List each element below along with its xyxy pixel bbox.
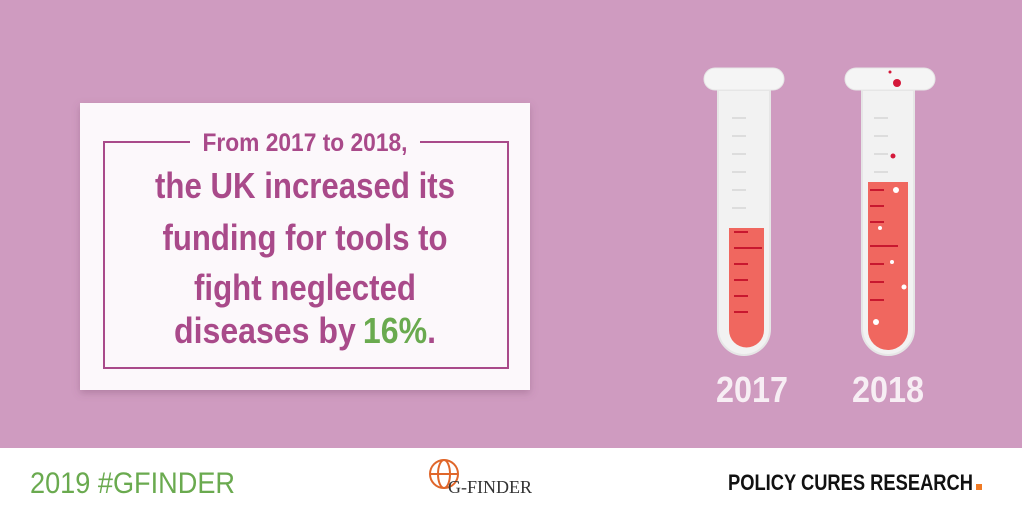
card-lead: From 2017 to 2018, bbox=[203, 129, 408, 157]
tube bbox=[703, 67, 785, 356]
card-line: fight neglected bbox=[194, 267, 416, 308]
brand-dot bbox=[976, 484, 982, 490]
card-line-text: diseases by bbox=[174, 310, 356, 351]
card-border bbox=[103, 141, 509, 369]
logo-globe bbox=[429, 459, 459, 489]
tube bbox=[844, 67, 936, 356]
brand: POLICY CURES RESEARCH bbox=[728, 470, 973, 495]
logo-text: G-FINDER bbox=[448, 477, 532, 497]
card bbox=[80, 103, 530, 390]
footer-bar bbox=[0, 448, 1022, 510]
card-end: . bbox=[427, 310, 436, 351]
card-line: the UK increased its bbox=[155, 165, 455, 206]
card-line: funding for tools to bbox=[163, 217, 448, 258]
hashtag: 2019 #GFINDER bbox=[30, 467, 235, 500]
tube-label: 2017 bbox=[716, 369, 788, 410]
tube-label: 2018 bbox=[852, 369, 924, 410]
highlight: 16% bbox=[363, 310, 427, 351]
card-line: diseases by16%. bbox=[174, 310, 436, 351]
